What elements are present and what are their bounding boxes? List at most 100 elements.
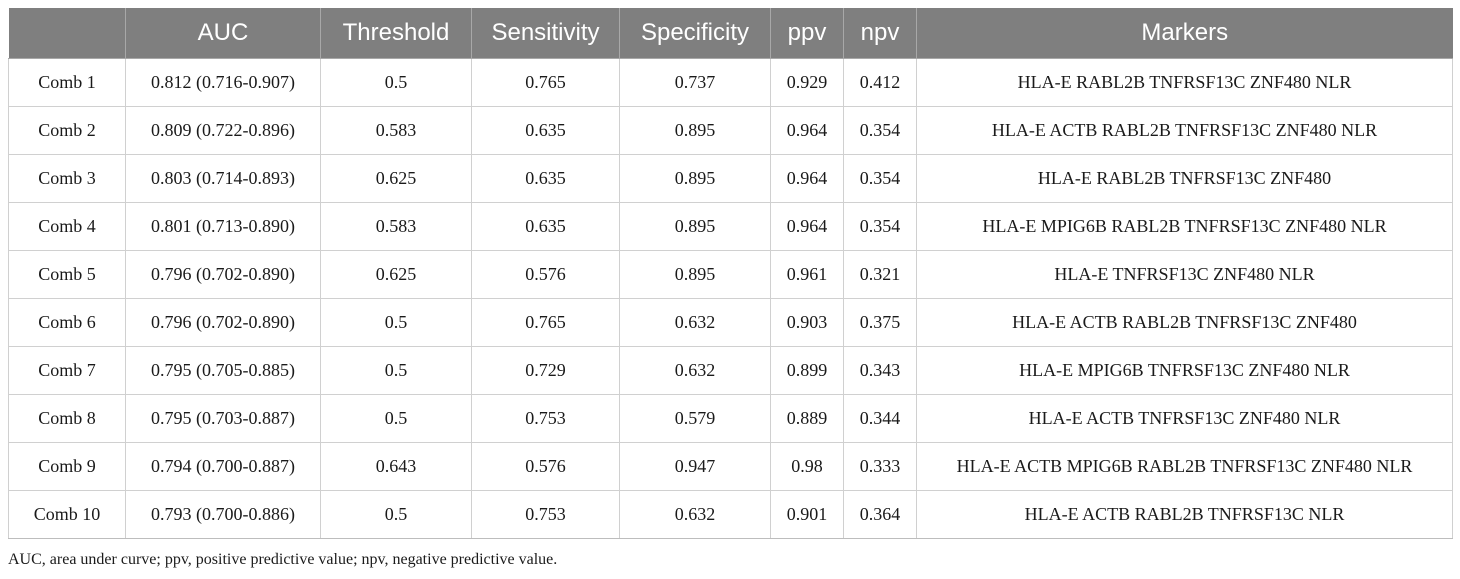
cell-specificity: 0.895 <box>619 106 771 155</box>
cell-specificity: 0.632 <box>619 490 771 539</box>
cell-sensitivity: 0.765 <box>471 298 620 347</box>
cell-sensitivity: 0.729 <box>471 346 620 395</box>
cell-threshold: 0.643 <box>320 442 472 491</box>
cell-comb-label: Comb 5 <box>8 250 126 299</box>
cell-ppv: 0.964 <box>770 106 844 155</box>
header-row: AUC Threshold Sensitivity Specificity pp… <box>8 8 1453 59</box>
cell-threshold: 0.5 <box>320 58 472 107</box>
table-row: Comb 9 0.794 (0.700-0.887) 0.643 0.576 0.947… <box>8 442 1453 491</box>
cell-comb-label: Comb 10 <box>8 490 126 539</box>
cell-threshold: 0.625 <box>320 154 472 203</box>
cell-specificity: 0.632 <box>619 298 771 347</box>
cell-threshold: 0.5 <box>320 346 472 395</box>
table-row: Comb 3 0.803 (0.714-0.893) 0.625 0.635 0.895… <box>8 154 1453 203</box>
table-row: Comb 4 0.801 (0.713-0.890) 0.583 0.635 0.895… <box>8 202 1453 251</box>
table-row: Comb 8 0.795 (0.703-0.887) 0.5 0.753 0.579 0.… <box>8 394 1453 443</box>
cell-specificity: 0.579 <box>619 394 771 443</box>
header-cell-npv: npv <box>843 8 917 59</box>
cell-markers: HLA-E RABL2B TNFRSF13C ZNF480 NLR <box>916 58 1453 107</box>
cell-ppv: 0.899 <box>770 346 844 395</box>
cell-comb-label: Comb 1 <box>8 58 126 107</box>
cell-comb-label: Comb 4 <box>8 202 126 251</box>
cell-auc: 0.809 (0.722-0.896) <box>125 106 321 155</box>
table-row: Comb 1 0.812 (0.716-0.907) 0.5 0.765 0.737 0.… <box>8 58 1453 107</box>
cell-comb-label: Comb 9 <box>8 442 126 491</box>
cell-sensitivity: 0.576 <box>471 442 620 491</box>
cell-sensitivity: 0.576 <box>471 250 620 299</box>
header-cell-ppv: ppv <box>770 8 844 59</box>
cell-threshold: 0.5 <box>320 298 472 347</box>
cell-threshold: 0.5 <box>320 394 472 443</box>
cell-auc: 0.803 (0.714-0.893) <box>125 154 321 203</box>
cell-sensitivity: 0.753 <box>471 394 620 443</box>
cell-npv: 0.364 <box>843 490 917 539</box>
cell-auc: 0.796 (0.702-0.890) <box>125 298 321 347</box>
cell-comb-label: Comb 7 <box>8 346 126 395</box>
cell-auc: 0.795 (0.705-0.885) <box>125 346 321 395</box>
cell-specificity: 0.895 <box>619 154 771 203</box>
cell-auc: 0.801 (0.713-0.890) <box>125 202 321 251</box>
cell-ppv: 0.889 <box>770 394 844 443</box>
cell-ppv: 0.961 <box>770 250 844 299</box>
cell-ppv: 0.98 <box>770 442 844 491</box>
table-row: Comb 10 0.793 (0.700-0.886) 0.5 0.753 0.632 0… <box>8 490 1453 539</box>
header-cell-threshold: Threshold <box>320 8 472 59</box>
table-row: Comb 6 0.796 (0.702-0.890) 0.5 0.765 0.632 0.… <box>8 298 1453 347</box>
cell-specificity: 0.632 <box>619 346 771 395</box>
cell-ppv: 0.903 <box>770 298 844 347</box>
header-cell-specificity: Specificity <box>619 8 771 59</box>
cell-sensitivity: 0.635 <box>471 106 620 155</box>
cell-markers: HLA-E ACTB RABL2B TNFRSF13C ZNF480 NLR <box>916 106 1453 155</box>
cell-npv: 0.333 <box>843 442 917 491</box>
cell-npv: 0.344 <box>843 394 917 443</box>
cell-markers: HLA-E MPIG6B TNFRSF13C ZNF480 NLR <box>916 346 1453 395</box>
cell-specificity: 0.737 <box>619 58 771 107</box>
cell-sensitivity: 0.635 <box>471 154 620 203</box>
cell-npv: 0.343 <box>843 346 917 395</box>
cell-specificity: 0.895 <box>619 250 771 299</box>
cell-auc: 0.794 (0.700-0.887) <box>125 442 321 491</box>
cell-sensitivity: 0.765 <box>471 58 620 107</box>
cell-markers: HLA-E ACTB RABL2B TNFRSF13C ZNF480 <box>916 298 1453 347</box>
cell-threshold: 0.583 <box>320 106 472 155</box>
cell-threshold: 0.583 <box>320 202 472 251</box>
cell-markers: HLA-E TNFRSF13C ZNF480 NLR <box>916 250 1453 299</box>
cell-npv: 0.354 <box>843 202 917 251</box>
cell-npv: 0.354 <box>843 154 917 203</box>
cell-ppv: 0.929 <box>770 58 844 107</box>
header-cell-auc: AUC <box>125 8 321 59</box>
cell-comb-label: Comb 8 <box>8 394 126 443</box>
cell-markers: HLA-E MPIG6B RABL2B TNFRSF13C ZNF480 NLR <box>916 202 1453 251</box>
cell-auc: 0.812 (0.716-0.907) <box>125 58 321 107</box>
cell-npv: 0.412 <box>843 58 917 107</box>
cell-ppv: 0.964 <box>770 154 844 203</box>
cell-markers: HLA-E RABL2B TNFRSF13C ZNF480 <box>916 154 1453 203</box>
cell-markers: HLA-E ACTB MPIG6B RABL2B TNFRSF13C ZNF48… <box>916 442 1453 491</box>
cell-comb-label: Comb 2 <box>8 106 126 155</box>
table-container: AUC Threshold Sensitivity Specificity pp… <box>8 8 1453 539</box>
cell-ppv: 0.901 <box>770 490 844 539</box>
cell-auc: 0.796 (0.702-0.890) <box>125 250 321 299</box>
cell-markers: HLA-E ACTB RABL2B TNFRSF13C NLR <box>916 490 1453 539</box>
header-cell-sensitivity: Sensitivity <box>471 8 620 59</box>
cell-specificity: 0.895 <box>619 202 771 251</box>
cell-threshold: 0.625 <box>320 250 472 299</box>
table-row: Comb 7 0.795 (0.705-0.885) 0.5 0.729 0.632 0.… <box>8 346 1453 395</box>
cell-threshold: 0.5 <box>320 490 472 539</box>
combinations-table: AUC Threshold Sensitivity Specificity pp… <box>8 8 1453 539</box>
cell-npv: 0.375 <box>843 298 917 347</box>
cell-sensitivity: 0.753 <box>471 490 620 539</box>
cell-sensitivity: 0.635 <box>471 202 620 251</box>
cell-npv: 0.321 <box>843 250 917 299</box>
cell-auc: 0.795 (0.703-0.887) <box>125 394 321 443</box>
table-row: Comb 2 0.809 (0.722-0.896) 0.583 0.635 0.895… <box>8 106 1453 155</box>
table-body: Comb 1 0.812 (0.716-0.907) 0.5 0.765 0.737 0.… <box>8 58 1453 539</box>
header-cell-row-label <box>8 8 126 59</box>
table-row: Comb 5 0.796 (0.702-0.890) 0.625 0.576 0.895… <box>8 250 1453 299</box>
header-cell-markers: Markers <box>916 8 1453 59</box>
cell-specificity: 0.947 <box>619 442 771 491</box>
cell-npv: 0.354 <box>843 106 917 155</box>
cell-comb-label: Comb 3 <box>8 154 126 203</box>
cell-markers: HLA-E ACTB TNFRSF13C ZNF480 NLR <box>916 394 1453 443</box>
cell-ppv: 0.964 <box>770 202 844 251</box>
